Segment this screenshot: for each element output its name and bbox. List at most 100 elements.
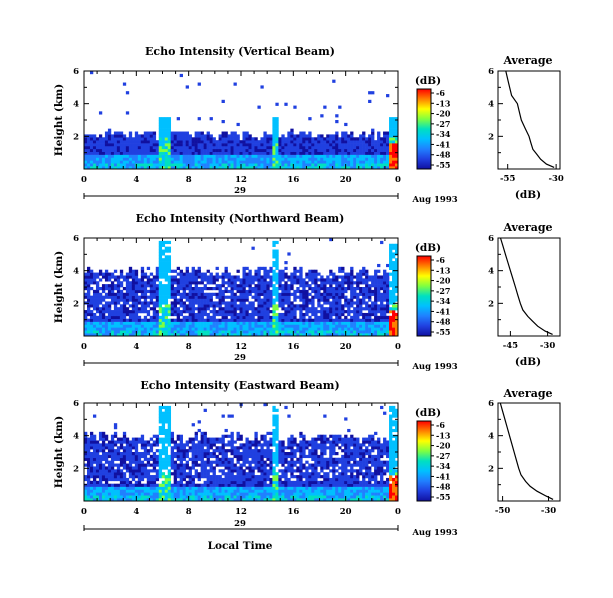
heatmap-cell [356,312,360,317]
heatmap-cell [371,318,375,322]
heatmap-cell [92,446,97,450]
heatmap-cell [125,278,130,282]
heatmap-cell [167,128,172,132]
heatmap-cell [86,151,91,155]
heatmap-cell [389,137,393,141]
heatmap-cell [371,128,375,132]
heatmap-cell [122,298,127,302]
heatmap-cell [134,321,139,325]
heatmap-cell [263,310,267,314]
heatmap-cell [134,160,139,164]
heatmap-cell [86,330,91,334]
heatmap-cell [86,298,91,302]
heatmap-cell [323,321,327,325]
heatmap-cell [377,287,381,291]
heatmap-cell [107,140,112,144]
heatmap-cell [362,287,366,291]
heatmap-cell [107,469,112,473]
heatmap-cell [116,483,121,487]
heatmap-cell [299,330,303,334]
heatmap-cell [293,278,297,282]
heatmap-cell [161,298,166,302]
heatmap-cell [350,284,354,288]
heatmap-cell [137,454,142,459]
heatmap-cell [365,160,369,164]
heatmap-cell [161,120,166,124]
heatmap-cell [182,140,186,144]
heatmap-cell [368,298,372,302]
heatmap-cell [101,324,106,328]
heatmap-cell [308,330,312,334]
heatmap-cell [341,160,345,164]
heatmap-cell [311,307,315,311]
heatmap-cell [248,330,252,334]
heatmap-cell [146,443,151,447]
heatmap-cell [194,452,198,456]
heatmap-cell [221,301,225,305]
heatmap-cell [107,330,112,334]
heatmap-cell [128,472,133,476]
heatmap-cell [191,151,195,155]
heatmap-cell [143,443,148,447]
heatmap-cell [134,301,139,305]
heatmap-cell [347,324,351,328]
heatmap-cell [230,440,234,444]
heatmap-cell [263,134,267,138]
heatmap-cell [212,330,216,334]
heatmap-cell [164,307,169,311]
heatmap-cell [293,157,297,161]
heatmap-cell [260,275,264,279]
heatmap-cell [212,278,216,282]
heatmap-cell [104,437,109,441]
heatmap-cell [353,333,357,337]
heatmap-cell [383,330,387,334]
heatmap-cell [230,281,234,285]
heatmap-cell [233,304,237,308]
heatmap-cell [353,157,357,161]
heatmap-cell [287,295,291,299]
heatmap-cell [221,298,225,302]
heatmap-cell [356,143,360,147]
heatmap-cell [236,321,240,325]
heatmap-cell [167,457,172,461]
heatmap-cell [293,330,297,334]
heatmap-cell [242,324,246,328]
heatmap-cell [203,140,207,144]
heatmap-cell [170,498,175,502]
heatmap-cell [389,307,393,311]
heatmap-cell [266,166,270,170]
heatmap-cell [281,269,285,273]
heatmap-cell [89,140,94,144]
heatmap-cell [140,495,145,499]
heatmap-cell [284,140,288,144]
heatmap-cell [173,145,178,150]
heatmap-cell [248,163,252,167]
heatmap-cell [224,148,228,153]
heatmap-cell [185,166,189,170]
heatmap-cell [128,327,133,331]
heatmap-cell [386,298,390,302]
heatmap-cell [212,140,216,144]
heatmap-cell [152,486,157,490]
heatmap-cell [251,312,255,317]
heatmap-cell [260,489,264,493]
heatmap-cell [224,275,228,279]
heatmap-cell [365,151,369,155]
heatmap-cell [218,157,222,161]
heatmap-cell [323,327,327,331]
heatmap-cell [173,492,178,496]
heatmap-cell [134,140,139,144]
heatmap-cell [98,111,103,115]
heatmap-cell [197,157,201,161]
heatmap-cell [92,457,97,461]
heatmap-cell [308,287,312,291]
heatmap-cell [140,157,145,161]
heatmap-cell [182,275,186,279]
heatmap-cell [158,122,163,127]
heatmap-cell [218,480,222,485]
heatmap-cell [84,492,88,496]
heatmap-cell [329,289,333,294]
heatmap-cell [122,483,127,487]
heatmap-cell [371,140,375,144]
heatmap-cell [164,255,169,259]
